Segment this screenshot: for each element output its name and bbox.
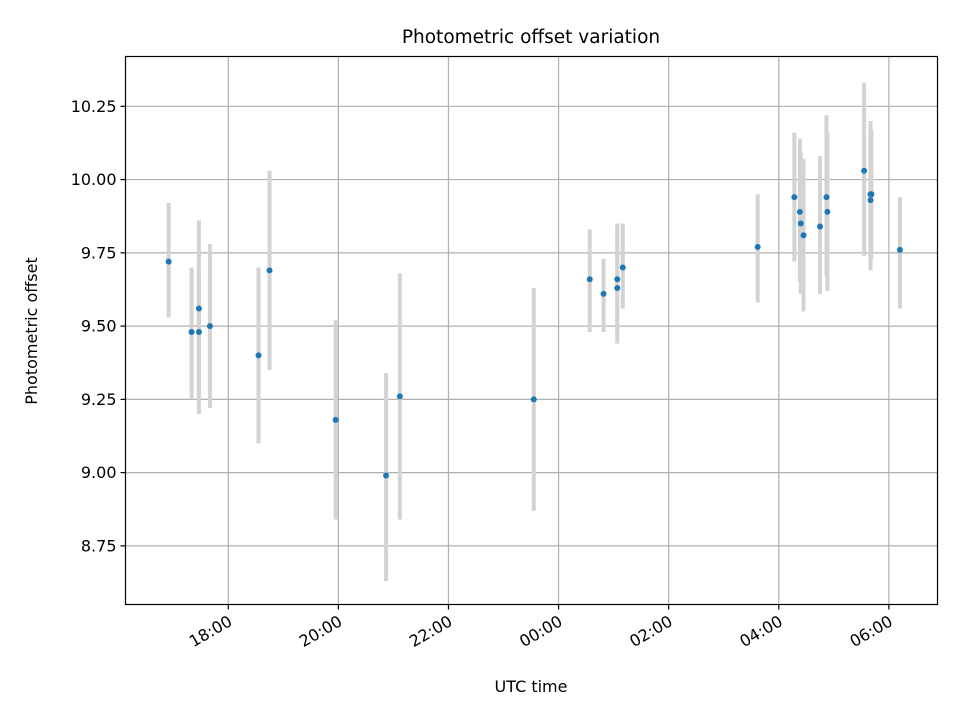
data-point bbox=[195, 328, 202, 335]
x-tick-label: 04:00 bbox=[736, 612, 785, 652]
data-point bbox=[614, 285, 621, 292]
data-point bbox=[619, 264, 626, 271]
y-tick-label: 10.00 bbox=[71, 170, 117, 189]
data-point bbox=[383, 472, 390, 479]
data-point bbox=[206, 323, 213, 330]
x-tick-label: 20:00 bbox=[296, 612, 345, 652]
data-point bbox=[195, 305, 202, 312]
y-axis-label: Photometric offset bbox=[22, 257, 41, 405]
chart-title: Photometric offset variation bbox=[402, 27, 660, 48]
x-tick-label: 02:00 bbox=[626, 612, 675, 652]
data-points bbox=[165, 167, 903, 479]
data-point bbox=[791, 194, 798, 201]
data-point bbox=[867, 197, 874, 204]
data-point bbox=[396, 393, 403, 400]
data-point bbox=[896, 246, 903, 253]
y-tick-label: 8.75 bbox=[81, 536, 117, 555]
x-tick-label: 18:00 bbox=[186, 612, 235, 652]
y-tick-label: 9.00 bbox=[81, 463, 117, 482]
x-tick-label: 06:00 bbox=[846, 612, 895, 652]
error-bars bbox=[166, 82, 902, 582]
y-tick-label: 9.25 bbox=[81, 390, 117, 409]
y-tick-label: 9.75 bbox=[81, 243, 117, 262]
data-point bbox=[823, 194, 830, 201]
x-tick-label: 22:00 bbox=[406, 612, 455, 652]
plot-frame bbox=[124, 55, 939, 606]
data-point bbox=[586, 276, 593, 283]
data-point bbox=[165, 258, 172, 265]
data-point bbox=[266, 267, 273, 274]
data-point bbox=[868, 191, 875, 198]
data-point bbox=[530, 396, 537, 403]
y-tick-label: 10.25 bbox=[71, 97, 117, 116]
x-tick-label: 00:00 bbox=[516, 612, 565, 652]
data-point bbox=[332, 416, 339, 423]
data-point bbox=[861, 167, 868, 174]
x-axis-label: UTC time bbox=[495, 677, 568, 696]
data-point bbox=[754, 243, 761, 250]
data-point bbox=[600, 290, 607, 297]
grid-lines bbox=[125, 56, 938, 605]
y-tick-label: 9.50 bbox=[81, 317, 117, 336]
data-point bbox=[824, 208, 831, 215]
data-point bbox=[188, 328, 195, 335]
data-point bbox=[797, 220, 804, 227]
data-point bbox=[817, 223, 824, 230]
data-point bbox=[255, 352, 262, 359]
data-point bbox=[614, 276, 621, 283]
data-point bbox=[796, 208, 803, 215]
data-point bbox=[800, 232, 807, 239]
